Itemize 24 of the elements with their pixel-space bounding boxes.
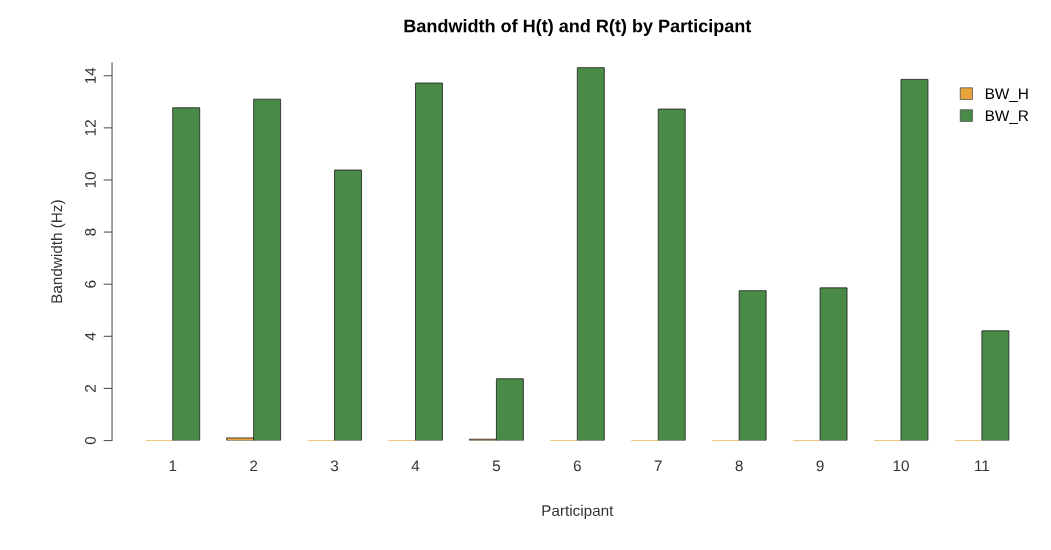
y-tick-label: 6 (85, 280, 96, 288)
legend-label: BW_H (985, 88, 1028, 102)
x-tick-label: 6 (573, 460, 581, 472)
y-tick-label: 12 (85, 120, 96, 136)
y-tick-label: 0 (85, 436, 96, 445)
y-tick-label: 2 (85, 384, 96, 392)
x-tick-label: 11 (975, 460, 990, 472)
y-tick-label: 14 (85, 67, 96, 84)
legend-label: BW_R (985, 110, 1029, 124)
x-tick-label: 4 (411, 460, 420, 472)
y-tick-label: 10 (85, 172, 96, 188)
x-tick-label: 10 (893, 460, 909, 472)
x-tick-label: 8 (735, 460, 743, 472)
x-tick-label: 9 (816, 460, 824, 472)
x-tick-label: 2 (250, 460, 258, 472)
chart-title: Bandwidth of H(t) and R(t) by Participant (404, 19, 752, 36)
x-tick-label: 3 (330, 460, 339, 472)
y-tick-label: 8 (85, 228, 96, 236)
y-tick-label: 4 (85, 332, 96, 341)
x-tick-label: 1 (169, 460, 177, 472)
y-axis-title: Bandwidth (Hz) (50, 200, 66, 303)
x-tick-label: 7 (654, 460, 662, 472)
x-tick-label: 5 (492, 460, 500, 472)
x-axis-title: Participant (542, 504, 614, 520)
